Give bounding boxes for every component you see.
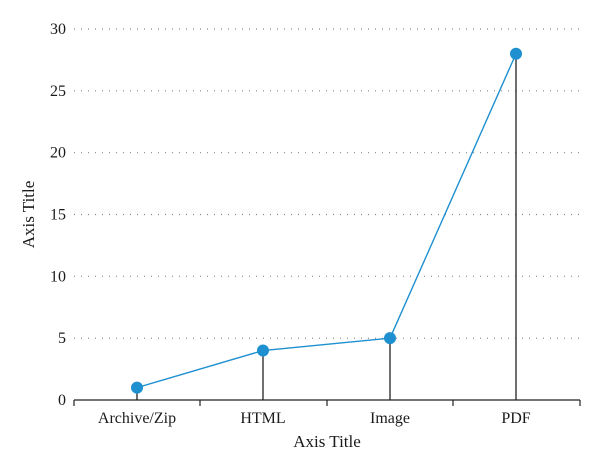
data-point [384, 332, 396, 345]
grid-lines [74, 28, 580, 339]
x-axis-ticks: Archive/Zip HTML Image PDF [73, 400, 581, 427]
y-tick-label: 0 [58, 392, 66, 409]
data-point [131, 381, 143, 394]
y-axis-title: Axis Title [19, 181, 38, 249]
x-tick-label: Image [370, 410, 410, 427]
y-axis-ticks: 0 5 10 15 20 25 30 [50, 21, 66, 409]
x-tick-label: PDF [501, 410, 530, 427]
y-tick-label: 10 [50, 268, 66, 285]
y-tick-label: 30 [50, 21, 66, 38]
x-axis-title: Axis Title [293, 432, 361, 451]
data-point [510, 47, 522, 60]
data-points [131, 47, 522, 394]
drop-lines [136, 53, 517, 400]
series-line [136, 53, 517, 389]
y-tick-label: 20 [50, 145, 66, 162]
x-tick-label: Archive/Zip [98, 410, 176, 427]
data-point [257, 344, 269, 357]
y-tick-label: 5 [58, 330, 66, 347]
y-tick-label: 15 [50, 207, 66, 224]
y-tick-label: 25 [50, 83, 66, 100]
x-tick-label: HTML [240, 410, 285, 427]
